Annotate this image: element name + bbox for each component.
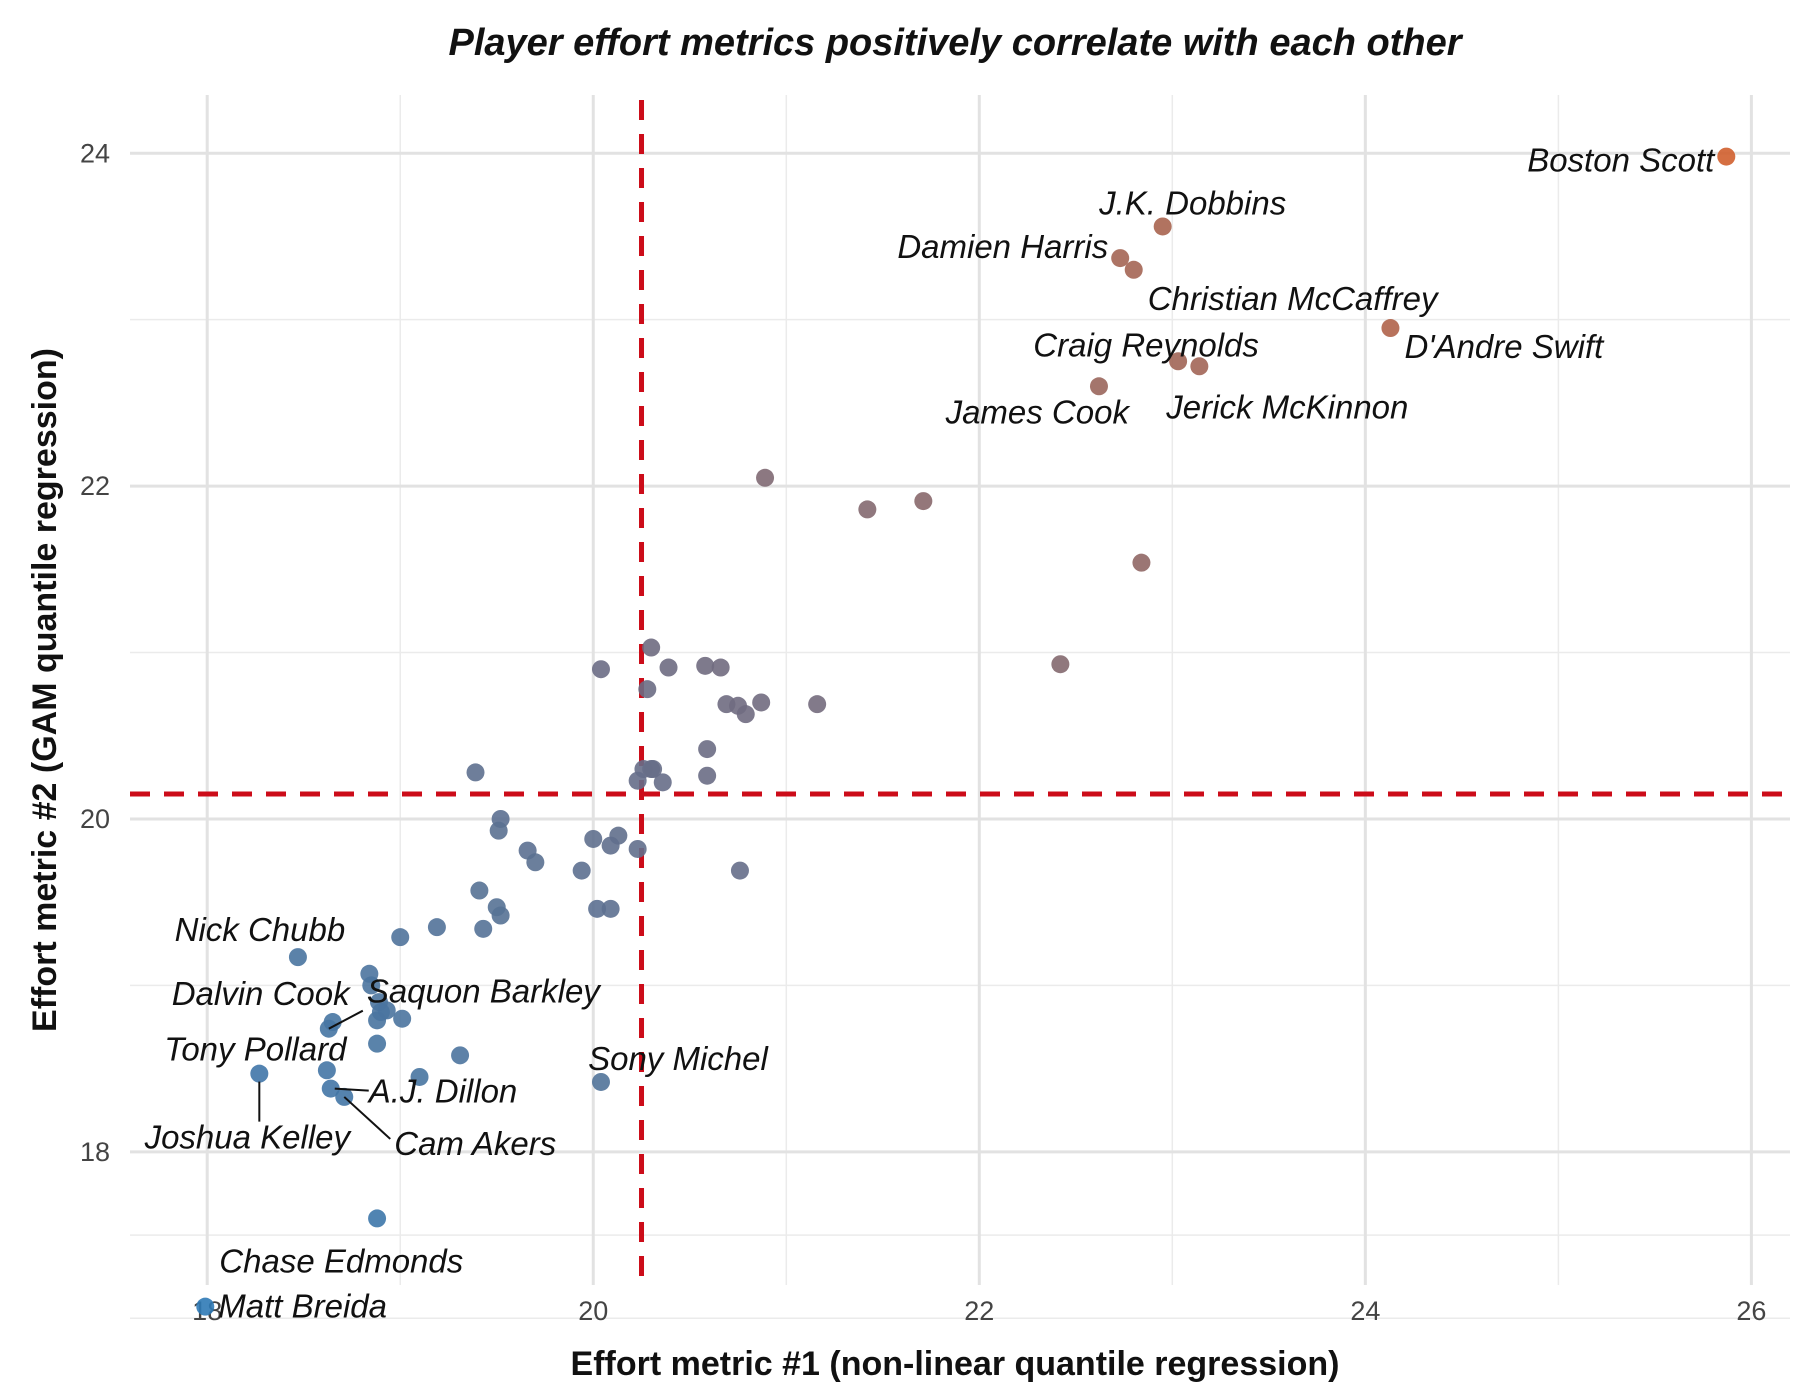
- data-point: [317, 1061, 336, 1080]
- point-label: Craig Reynolds: [1033, 326, 1259, 363]
- data-point: [698, 766, 717, 785]
- data-point: [196, 1297, 215, 1316]
- data-point: [591, 660, 610, 679]
- y-tick-label: 24: [80, 138, 110, 168]
- point-label: Tony Pollard: [164, 1031, 348, 1068]
- y-axis-title: Effort metric #2 (GAM quantile regressio…: [26, 348, 64, 1032]
- x-axis-title: Effort metric #1 (non-linear quantile re…: [571, 1345, 1340, 1383]
- label-leaders: [258, 1009, 391, 1140]
- point-label: James Cook: [945, 393, 1131, 430]
- point-label: Joshua Kelley: [144, 1119, 353, 1156]
- data-point: [914, 492, 933, 511]
- data-point: [736, 705, 755, 724]
- data-point: [1111, 249, 1130, 268]
- point-label: Christian McCaffrey: [1148, 280, 1440, 317]
- point-label: A.J. Dillon: [367, 1073, 518, 1110]
- point-label: Jerick McKinnon: [1165, 388, 1408, 425]
- data-point: [698, 740, 717, 759]
- data-point: [466, 763, 485, 782]
- point-label: D'Andre Swift: [1404, 328, 1605, 365]
- data-point: [451, 1046, 470, 1065]
- data-point: [393, 1009, 412, 1028]
- point-label: Cam Akers: [394, 1125, 556, 1162]
- data-point: [572, 861, 591, 880]
- x-tick-label: 22: [964, 1296, 994, 1326]
- data-point: [601, 836, 620, 855]
- data-point: [474, 919, 493, 938]
- label-leader-line: [334, 1087, 369, 1092]
- point-label: Boston Scott: [1527, 142, 1716, 179]
- point-label: Nick Chubb: [175, 911, 346, 948]
- label-leader-line: [328, 1009, 364, 1030]
- data-point: [526, 853, 545, 872]
- data-point: [288, 948, 307, 967]
- data-point: [368, 1209, 387, 1228]
- point-label: Sony Michel: [588, 1040, 769, 1077]
- data-point: [391, 928, 410, 947]
- data-point: [489, 821, 508, 840]
- data-point: [410, 1067, 429, 1086]
- data-point: [362, 976, 381, 995]
- data-point: [1089, 377, 1108, 396]
- data-point: [1717, 147, 1736, 166]
- y-tick-label: 22: [80, 471, 110, 501]
- data-point: [371, 1003, 390, 1022]
- label-leader-line: [343, 1096, 391, 1140]
- data-point: [470, 881, 489, 900]
- data-point: [591, 1072, 610, 1091]
- data-point: [808, 695, 827, 714]
- data-point: [1153, 217, 1172, 236]
- grid: [130, 95, 1790, 1320]
- y-tick-label: 20: [80, 804, 110, 834]
- data-point: [642, 638, 661, 657]
- data-point: [250, 1064, 269, 1083]
- data-point: [711, 658, 730, 677]
- chart-title: Player effort metrics positively correla…: [448, 22, 1463, 64]
- y-tick-label: 18: [80, 1137, 110, 1167]
- point-label: Saquon Barkley: [367, 973, 602, 1010]
- data-point: [588, 899, 607, 918]
- point-label: Chase Edmonds: [219, 1243, 463, 1280]
- data-point: [730, 861, 749, 880]
- data-point: [628, 839, 647, 858]
- data-point: [756, 468, 775, 487]
- x-tick-label: 24: [1350, 1296, 1380, 1326]
- x-tick-label: 20: [578, 1296, 608, 1326]
- data-point: [321, 1079, 340, 1098]
- point-labels: Boston Scott J.K. Dobbins Damien Harris Chr…: [144, 142, 1717, 1325]
- data-point: [752, 693, 771, 712]
- data-points: [196, 147, 1736, 1316]
- axis-ticks: 182022242618202224: [80, 138, 1766, 1326]
- data-point: [1132, 553, 1151, 572]
- data-point: [1381, 319, 1400, 338]
- point-label: Dalvin Cook: [172, 975, 351, 1012]
- data-point: [696, 656, 715, 675]
- data-point: [1169, 352, 1188, 371]
- x-tick-label: 26: [1736, 1296, 1766, 1326]
- point-label: Matt Breida: [218, 1288, 387, 1325]
- data-point: [491, 906, 510, 925]
- data-point: [368, 1034, 387, 1053]
- data-point: [858, 500, 877, 519]
- data-point: [1051, 655, 1070, 674]
- point-label: Damien Harris: [897, 228, 1108, 265]
- data-point: [638, 680, 657, 699]
- data-point: [1124, 260, 1143, 279]
- data-point: [1190, 357, 1209, 376]
- data-point: [644, 760, 663, 779]
- data-point: [628, 771, 647, 790]
- data-point: [659, 658, 678, 677]
- data-point: [427, 918, 446, 937]
- data-point: [584, 829, 603, 848]
- data-point: [601, 899, 620, 918]
- data-point: [653, 773, 672, 792]
- point-label: J.K. Dobbins: [1098, 184, 1286, 221]
